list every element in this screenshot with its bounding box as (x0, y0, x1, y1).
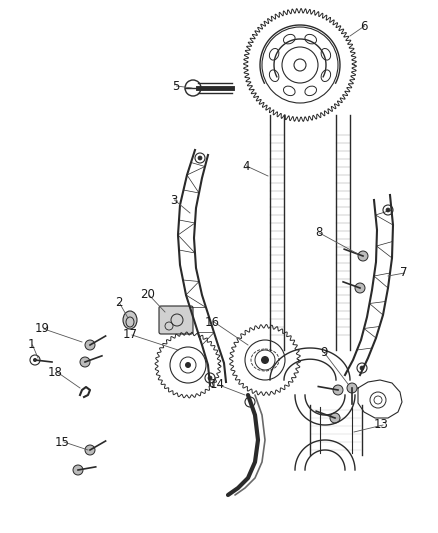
Circle shape (358, 251, 368, 261)
Text: 7: 7 (400, 266, 407, 279)
Circle shape (355, 283, 365, 293)
Circle shape (261, 356, 269, 364)
Text: 1: 1 (28, 338, 35, 351)
Text: 17: 17 (123, 328, 138, 342)
Circle shape (360, 366, 364, 370)
Text: 14: 14 (210, 378, 225, 392)
Circle shape (80, 357, 90, 367)
Text: 2: 2 (115, 296, 123, 310)
Text: 20: 20 (140, 288, 155, 302)
Ellipse shape (123, 311, 137, 329)
Circle shape (185, 362, 191, 368)
Circle shape (330, 413, 340, 423)
Text: 6: 6 (360, 20, 367, 33)
FancyBboxPatch shape (159, 306, 193, 334)
Text: 18: 18 (48, 366, 63, 378)
Circle shape (208, 376, 212, 380)
Text: 16: 16 (205, 316, 220, 328)
Circle shape (347, 383, 357, 393)
Text: 9: 9 (320, 346, 328, 359)
Circle shape (33, 358, 37, 362)
Text: 8: 8 (315, 227, 322, 239)
Text: 4: 4 (242, 159, 250, 173)
Circle shape (386, 208, 390, 212)
Circle shape (85, 445, 95, 455)
Text: 19: 19 (35, 322, 50, 335)
Circle shape (85, 340, 95, 350)
Circle shape (333, 385, 343, 395)
Text: 15: 15 (55, 435, 70, 448)
Circle shape (198, 156, 202, 160)
Text: 13: 13 (374, 418, 389, 432)
Circle shape (73, 465, 83, 475)
Text: 5: 5 (172, 79, 180, 93)
Text: 3: 3 (170, 193, 177, 206)
